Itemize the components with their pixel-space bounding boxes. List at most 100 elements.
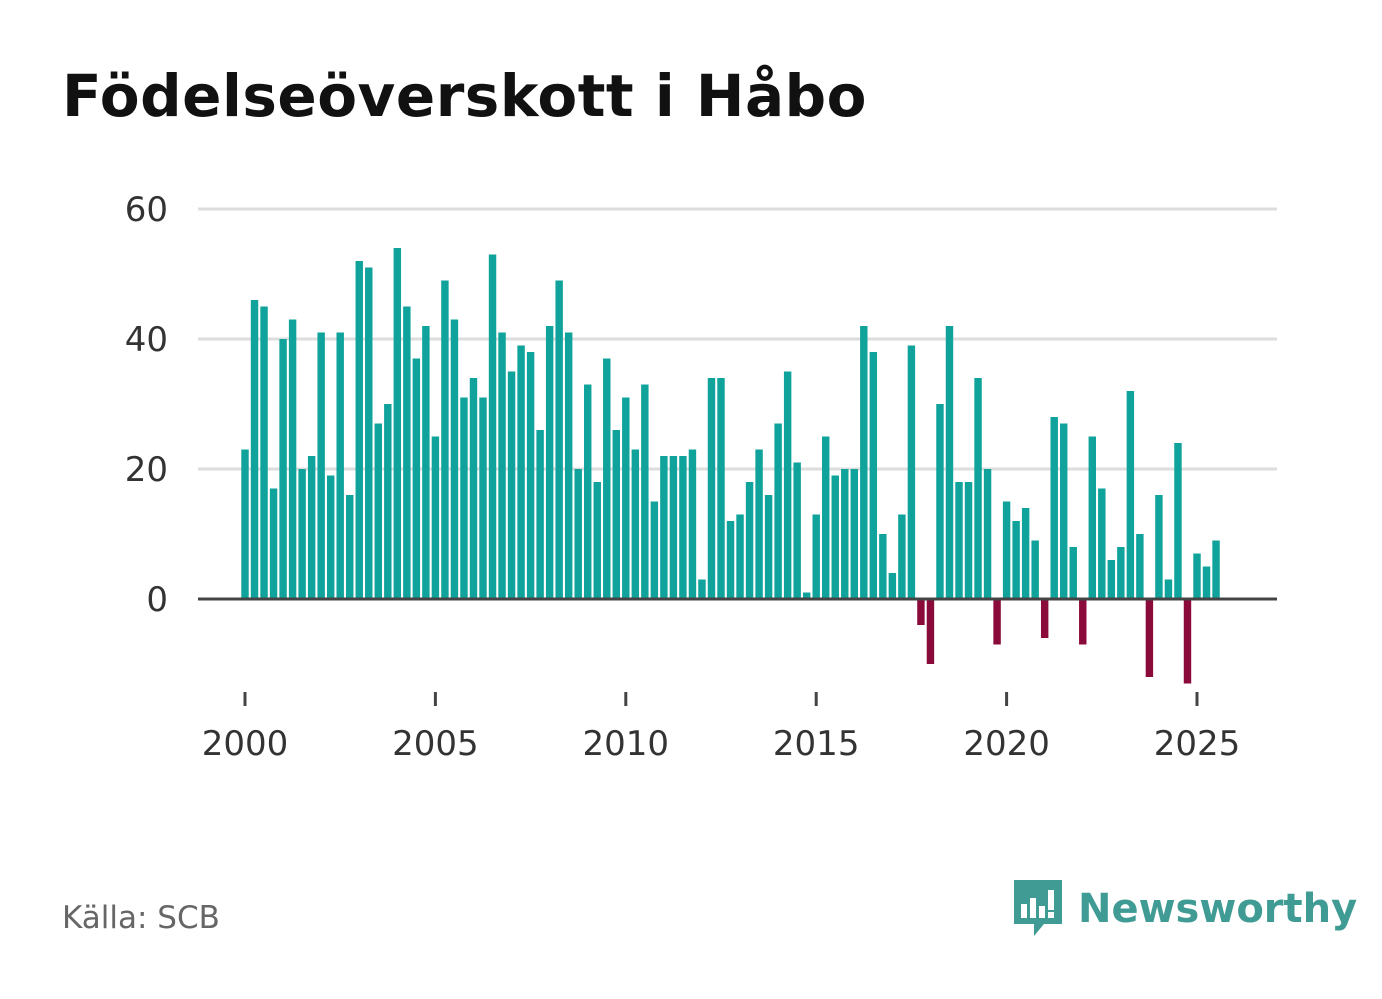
bar xyxy=(1183,599,1192,684)
bar xyxy=(688,449,697,599)
bar xyxy=(326,475,335,599)
y-tick-label: 20 xyxy=(125,450,168,490)
bar xyxy=(460,397,468,599)
bar xyxy=(860,326,868,599)
bar xyxy=(1098,488,1106,599)
bar xyxy=(822,436,830,599)
bar xyxy=(1060,423,1068,599)
bar xyxy=(603,358,611,599)
bar xyxy=(945,326,954,599)
bar xyxy=(955,482,963,599)
bar xyxy=(869,352,878,599)
bar xyxy=(317,332,325,599)
bar xyxy=(488,254,497,599)
bar xyxy=(612,430,620,599)
bar xyxy=(1079,599,1087,645)
bar xyxy=(993,599,1001,645)
bar xyxy=(507,371,516,599)
bar xyxy=(269,488,278,599)
bar xyxy=(707,378,716,599)
bar xyxy=(764,495,773,599)
bar xyxy=(422,326,430,599)
bar xyxy=(1088,436,1096,599)
bar xyxy=(1069,547,1077,599)
bar xyxy=(384,404,392,599)
bar xyxy=(726,521,735,599)
bar xyxy=(850,469,858,599)
bar xyxy=(736,514,744,599)
bar xyxy=(879,534,887,599)
bar xyxy=(441,280,449,599)
source-label: Källa: SCB xyxy=(62,900,220,936)
brand-name: Newsworthy xyxy=(1078,886,1358,932)
chart-title: Födelseöverskott i Håbo xyxy=(62,62,867,130)
bar xyxy=(1002,501,1011,599)
bar xyxy=(1012,521,1020,599)
bar xyxy=(574,469,582,599)
bar xyxy=(698,579,706,599)
brand-logo: Newsworthy xyxy=(1010,878,1357,940)
bar xyxy=(974,378,982,599)
bar xyxy=(783,371,792,599)
x-tick-label: 2005 xyxy=(392,724,479,764)
bar xyxy=(917,599,925,625)
bar xyxy=(964,482,973,599)
bar xyxy=(793,462,801,599)
bar xyxy=(631,449,640,599)
bar xyxy=(1145,599,1154,677)
bar xyxy=(1021,508,1030,599)
x-tick-label: 2020 xyxy=(963,724,1050,764)
bar xyxy=(584,384,592,599)
bar xyxy=(774,423,782,599)
bar xyxy=(1174,443,1182,599)
bar xyxy=(983,469,992,599)
bar xyxy=(564,332,573,599)
bar xyxy=(365,267,373,599)
bar xyxy=(526,352,535,599)
bar xyxy=(907,345,916,599)
bar xyxy=(1212,540,1220,599)
bar xyxy=(431,436,440,599)
bar xyxy=(355,261,363,599)
bar xyxy=(336,332,344,599)
bar xyxy=(622,397,630,599)
bar xyxy=(288,319,297,599)
bar xyxy=(660,456,668,599)
bar xyxy=(1107,560,1116,599)
bar xyxy=(898,514,906,599)
bar xyxy=(1202,566,1211,599)
bar xyxy=(745,482,754,599)
bar xyxy=(1193,553,1201,599)
bar xyxy=(1136,534,1144,599)
bar xyxy=(450,319,459,599)
bar xyxy=(841,469,849,599)
bar xyxy=(717,378,725,599)
bar xyxy=(469,378,478,599)
bar xyxy=(641,384,649,599)
x-axis-ticks: 2000 2005 2010 2015 2020 2025 xyxy=(202,692,1241,764)
y-tick-label: 40 xyxy=(125,320,168,360)
bar xyxy=(1164,579,1173,599)
x-tick-label: 2025 xyxy=(1154,724,1241,764)
bar xyxy=(1050,417,1058,599)
bar xyxy=(545,326,554,599)
bar xyxy=(669,456,678,599)
x-tick-label: 2000 xyxy=(202,724,289,764)
bar xyxy=(888,573,897,599)
bar xyxy=(346,495,354,599)
bar xyxy=(812,514,820,599)
bar xyxy=(307,456,316,599)
bar xyxy=(755,449,763,599)
y-axis-ticks: 0 20 40 60 xyxy=(125,190,168,620)
bar xyxy=(250,300,259,599)
bar xyxy=(1155,495,1163,599)
bar xyxy=(936,404,944,599)
bar xyxy=(241,449,249,599)
bar xyxy=(1117,547,1125,599)
bar xyxy=(536,430,544,599)
bar xyxy=(679,456,687,599)
bar xyxy=(393,248,402,599)
x-tick-label: 2010 xyxy=(583,724,670,764)
bar xyxy=(279,339,287,599)
